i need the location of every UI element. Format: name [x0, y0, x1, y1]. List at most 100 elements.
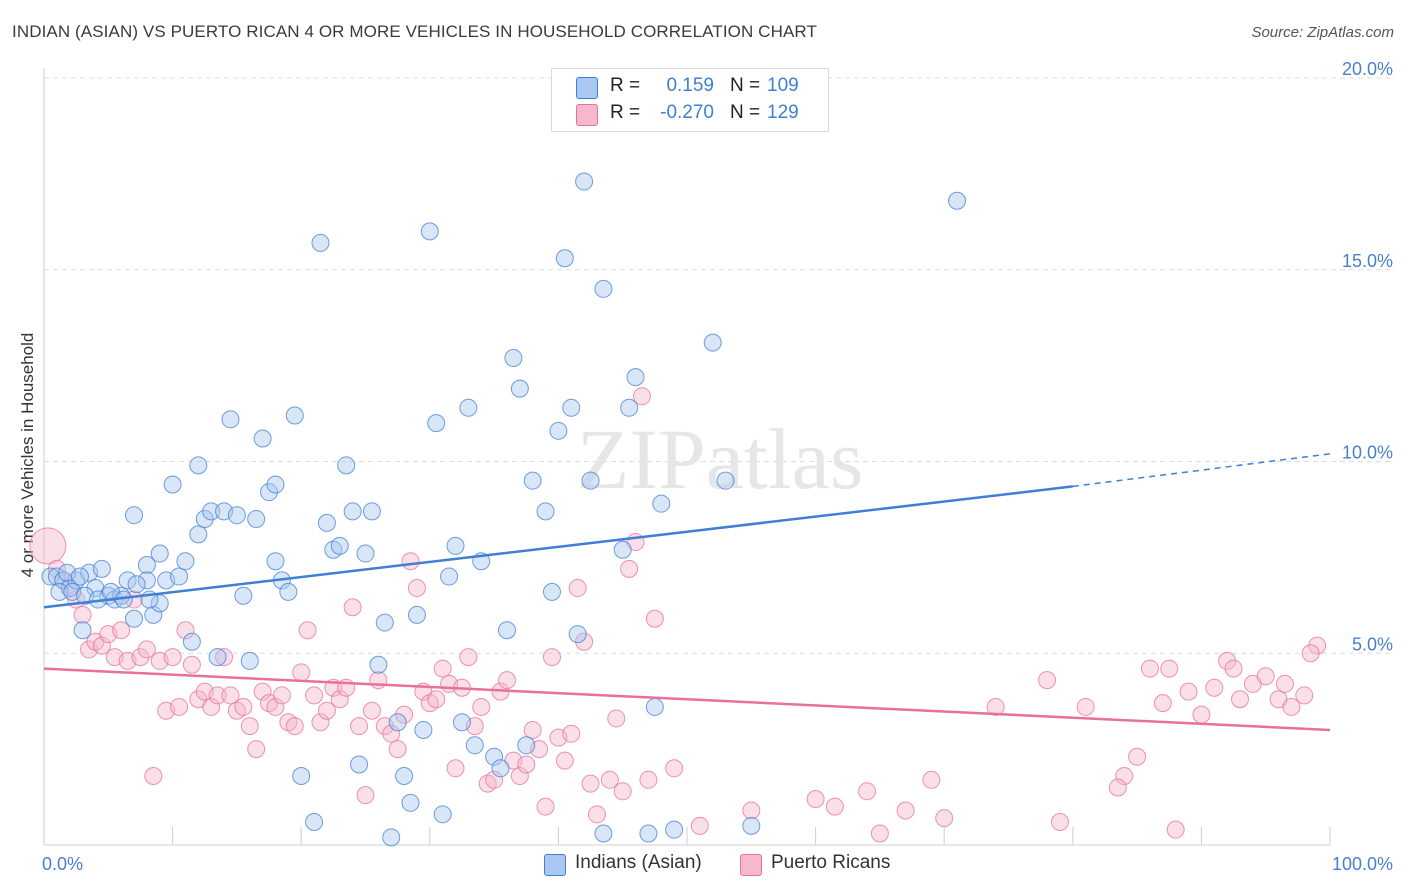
indian-asian-point — [227, 506, 246, 525]
puerto-rican-point — [240, 717, 259, 736]
puerto-rican-point — [742, 801, 761, 820]
n-label: N = — [730, 102, 761, 123]
puerto-rican-point — [1295, 686, 1314, 705]
indian-asian-point — [626, 368, 645, 387]
indian-asian-point — [523, 471, 542, 490]
puerto-rican-point — [163, 648, 182, 667]
puerto-ricans-legend-swatch — [740, 854, 762, 876]
source-label: Source: ZipAtlas.com — [1251, 24, 1394, 41]
indian-asian-point — [362, 502, 381, 521]
indians-asian-points — [41, 172, 967, 847]
indian-asian-point — [452, 713, 471, 732]
puerto-rican-point — [221, 686, 240, 705]
puerto-rican-point — [1140, 659, 1159, 678]
puerto-rican-point — [266, 697, 285, 716]
indian-asian-point — [427, 414, 446, 433]
puerto-rican-point — [176, 621, 195, 640]
indian-asian-point — [50, 582, 69, 601]
indian-asian-point — [401, 793, 420, 812]
puerto-rican-point — [562, 724, 581, 743]
indian-asian-point — [620, 398, 639, 417]
puerto-rican-point — [407, 579, 426, 598]
puerto-rican-point — [1192, 705, 1211, 724]
puerto-rican-point — [73, 605, 92, 624]
n-label: N = — [730, 75, 761, 96]
indian-asian-point — [202, 502, 221, 521]
indians-legend-label: Indians (Asian) — [575, 852, 702, 873]
indian-asian-point — [510, 379, 529, 398]
indian-asian-point — [337, 456, 356, 475]
tick-labels: 5.0% 10.0% 15.0% 20.0% 0.0% 100.0% — [42, 59, 1393, 874]
indian-asian-point — [639, 824, 658, 843]
indian-asian-point — [388, 713, 407, 732]
indian-asian-point — [125, 506, 144, 525]
puerto-rican-point — [620, 559, 639, 578]
puerto-rican-point — [401, 552, 420, 571]
puerto-rican-point — [665, 759, 684, 778]
indian-asian-point — [356, 544, 375, 563]
puerto-rican-point — [575, 632, 594, 651]
indian-asian-point — [137, 556, 156, 575]
puerto-rican-point — [1160, 659, 1179, 678]
puerto-rican-point — [825, 797, 844, 816]
axes — [43, 68, 1331, 846]
indian-asian-point — [266, 475, 285, 494]
puerto-rican-point — [395, 705, 414, 724]
puerto-rican-point — [350, 717, 369, 736]
indian-asian-point — [221, 410, 240, 429]
puerto-rican-point — [607, 709, 626, 728]
puerto-rican-point — [600, 770, 619, 789]
indian-asian-point — [549, 421, 568, 440]
puerto-rican-point — [1038, 671, 1057, 690]
indian-asian-point — [536, 502, 555, 521]
indian-asian-point — [407, 605, 426, 624]
puerto-rican-point — [806, 789, 825, 808]
indian-asian-point — [575, 172, 594, 191]
indian-asian-point — [594, 279, 613, 298]
puerto-rican-point — [170, 697, 189, 716]
puerto-rican-point — [1275, 674, 1294, 693]
puerto-rican-point — [382, 724, 401, 743]
puerto-rican-point — [690, 816, 709, 835]
r-label: R = — [610, 102, 641, 123]
puerto-rican-point — [870, 824, 889, 843]
indian-asian-point — [665, 820, 684, 839]
puerto-rican-point — [581, 774, 600, 793]
puerto-rican-point — [1308, 636, 1327, 655]
indian-asian-point — [208, 648, 227, 667]
puerto-rican-point — [343, 598, 362, 617]
puerto-rican-point — [568, 579, 587, 598]
puerto-rican-point — [47, 559, 66, 578]
indian-asian-point — [465, 736, 484, 755]
indian-asian-point — [517, 736, 536, 755]
puerto-rican-point — [1128, 747, 1147, 766]
indian-asian-point — [279, 582, 298, 601]
puerto-rican-point — [472, 697, 491, 716]
puerto-rican-point — [202, 697, 221, 716]
puerto-rican-point — [144, 766, 163, 785]
indian-asian-point — [652, 494, 671, 513]
indian-asian-point — [330, 536, 349, 555]
puerto-rican-point — [497, 671, 516, 690]
puerto-rican-point — [446, 759, 465, 778]
y-tick-label: 5.0% — [1352, 634, 1393, 654]
puerto-rican-point — [858, 782, 877, 801]
puerto-rican-point — [935, 809, 954, 828]
indian-asian-point — [71, 567, 90, 586]
indian-asian-point — [504, 348, 523, 367]
puerto-rican-point — [1282, 697, 1301, 716]
puerto-rican-point — [639, 770, 658, 789]
puerto-rican-point — [645, 609, 664, 628]
puerto-rican-point — [896, 801, 915, 820]
indian-asian-point — [350, 755, 369, 774]
indian-asian-point — [562, 398, 581, 417]
indian-asian-point — [742, 816, 761, 835]
puerto-rican-point — [1230, 690, 1249, 709]
indian-asian-point — [260, 483, 279, 502]
indians-legend-swatch — [544, 854, 566, 876]
puerto-rican-point — [388, 740, 407, 759]
indian-asian-point — [581, 471, 600, 490]
indian-asian-point — [317, 513, 336, 532]
series-legend: Indians (Asian) Puerto Ricans — [0, 850, 1406, 878]
